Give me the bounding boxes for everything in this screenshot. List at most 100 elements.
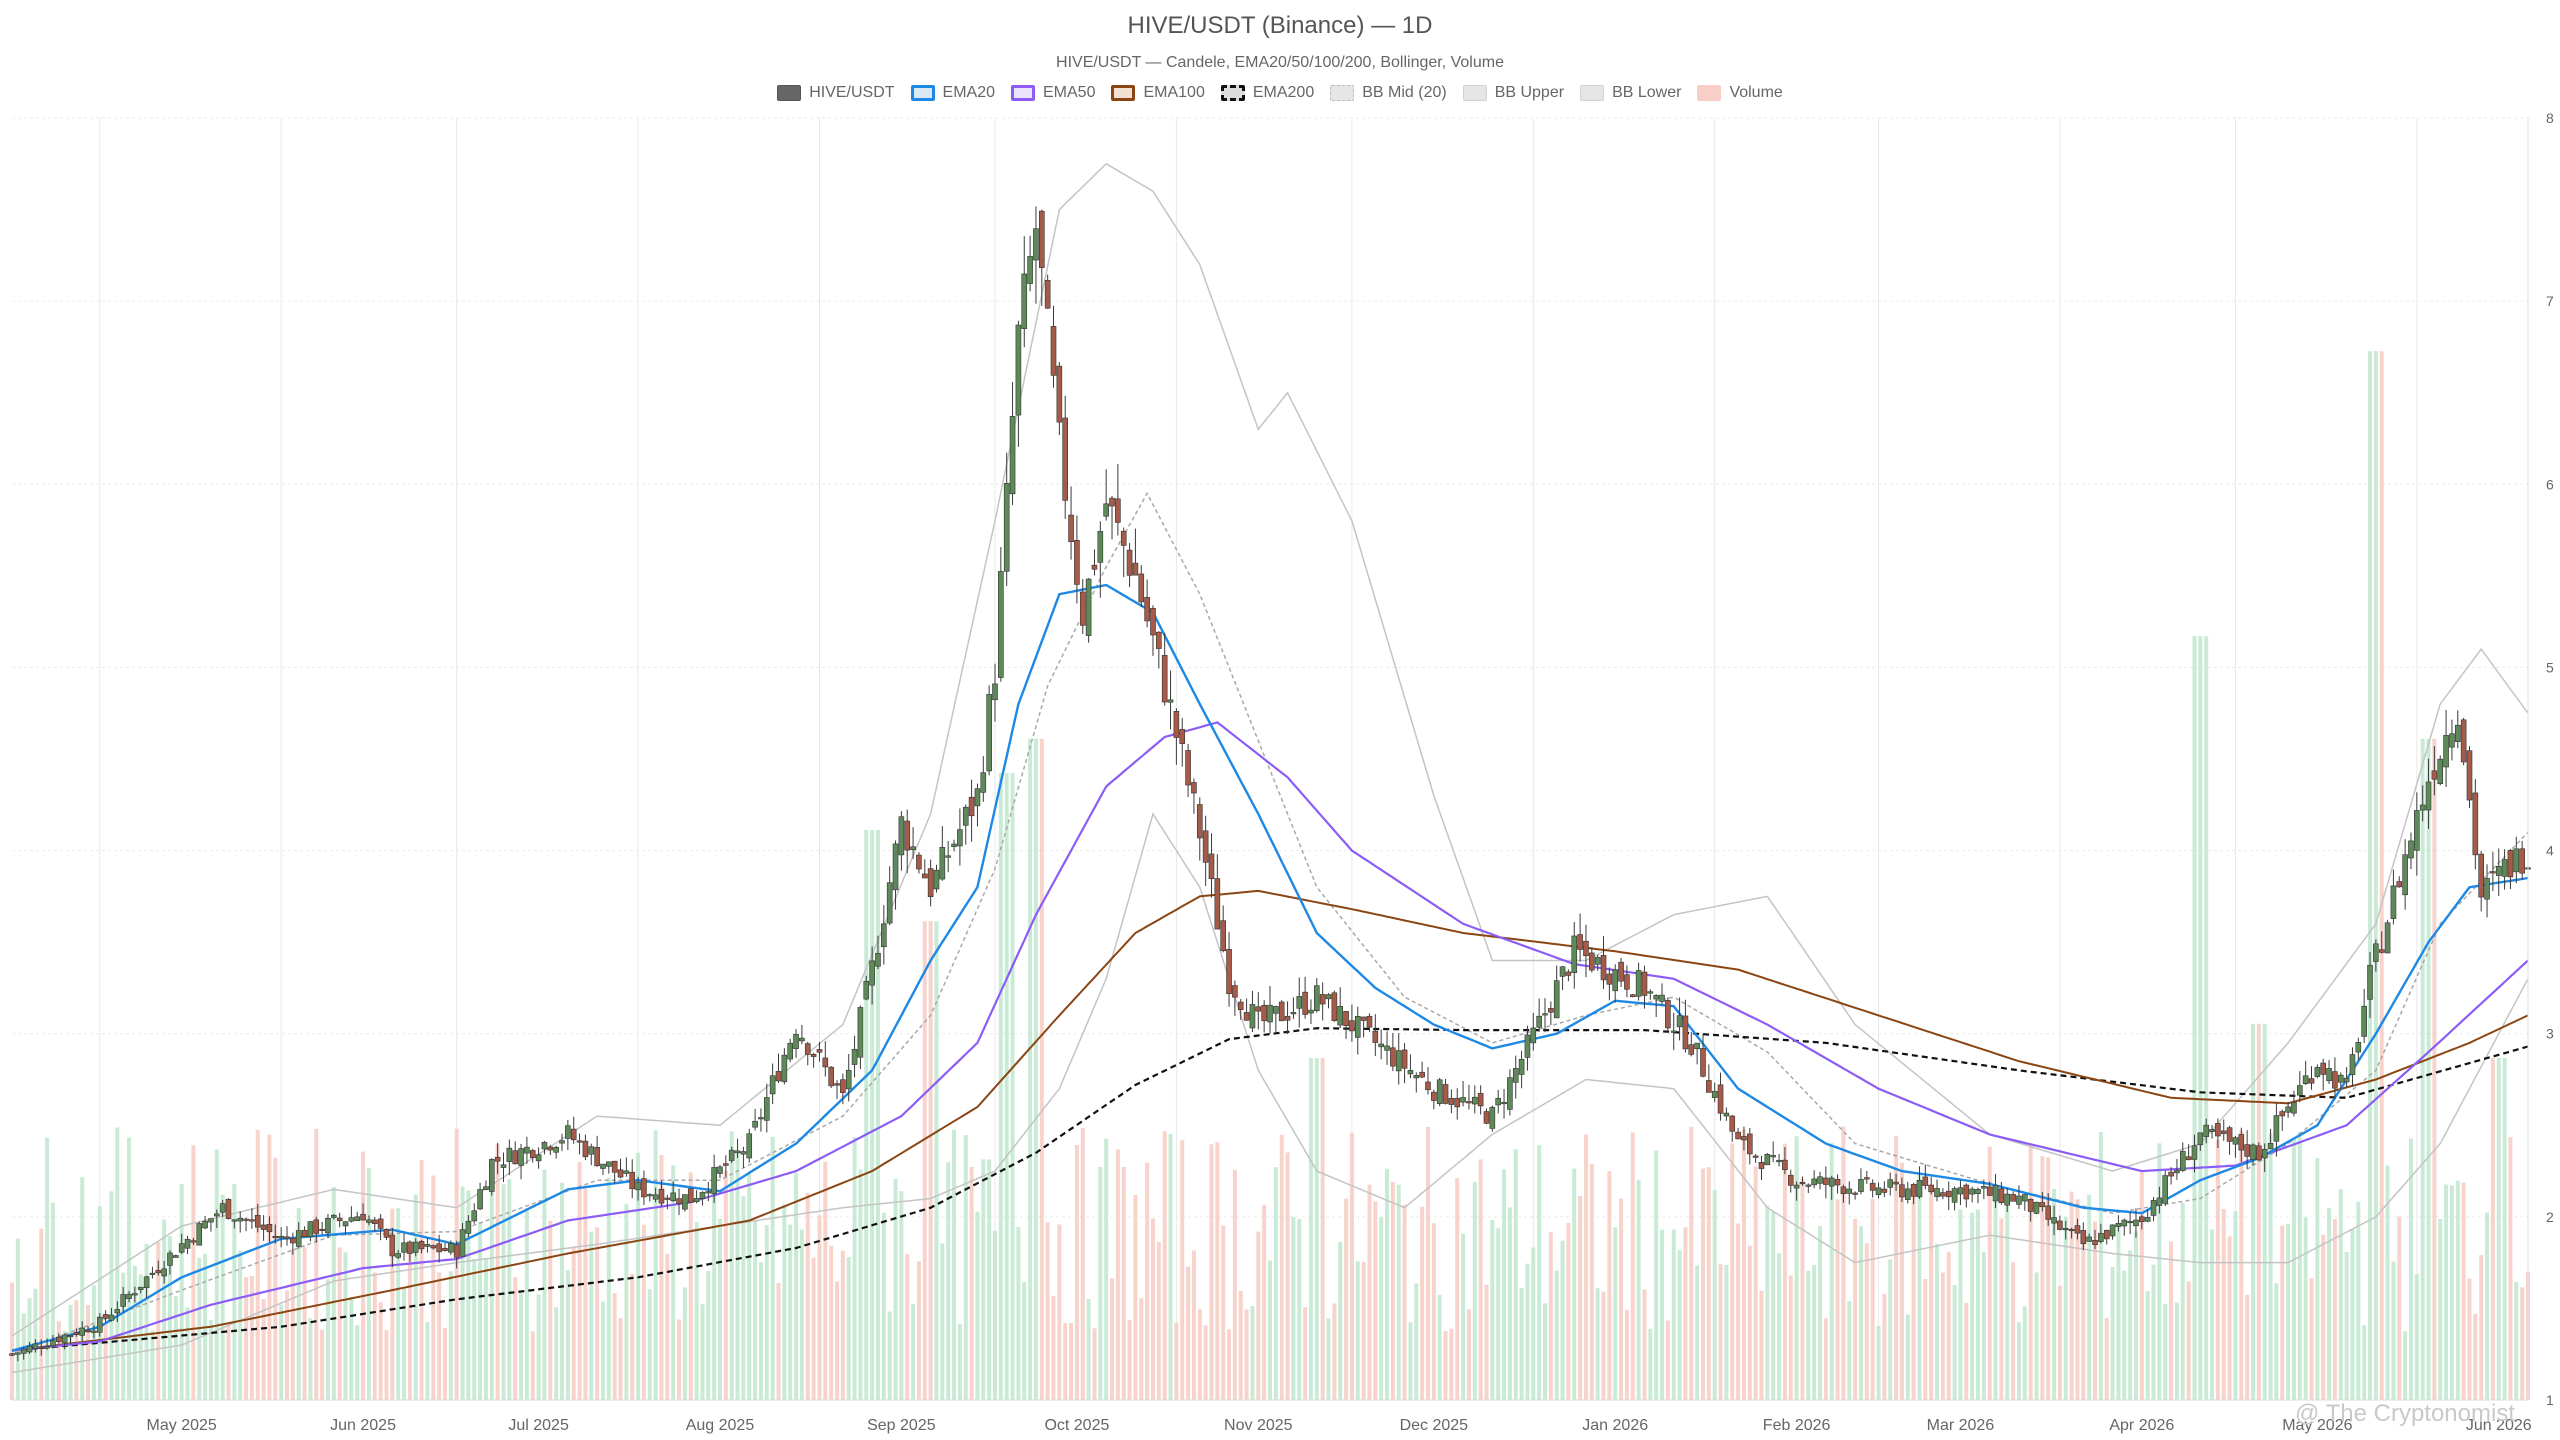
volume-bar [2157,1143,2162,1400]
volume-bar [279,1304,284,1400]
candle-body [851,1049,858,1065]
candle-body [2396,881,2403,888]
candle-body [1425,1081,1431,1091]
volume-bar [899,1191,904,1400]
volume-bar [1566,1223,1571,1400]
candle-body [85,1329,91,1333]
candle-body [1723,1112,1730,1117]
candle-body [395,1253,401,1258]
candle-body [957,829,963,847]
volume-bar [764,1225,769,1400]
candle-body [2273,1115,2280,1142]
volume-bar [1484,1284,1489,1400]
volume-bar [1940,1272,1945,1400]
volume-bar [431,1175,436,1400]
legend-label: BB Upper [1494,84,1565,101]
volume-bar [1232,1169,1237,1400]
candle-body [1963,1184,1970,1200]
volume-bar [2467,1278,2472,1400]
volume-bar [753,1220,758,1400]
legend-item[interactable]: BB Mid (20) [1330,84,1447,102]
volume-bar [1829,1143,1834,1400]
candle-body [1220,920,1226,952]
volume-bar [1396,1184,1401,1400]
volume-bar [1858,1226,1863,1400]
volume-bar [911,1303,916,1400]
candle-body [459,1229,466,1257]
candle-body [758,1117,764,1120]
volume-bar [671,1165,676,1400]
candle-body [407,1241,413,1254]
volume-bar [1777,1253,1782,1400]
volume-bar [109,1191,114,1400]
legend-item[interactable]: Volume [1697,84,1783,102]
volume-bar [127,1137,132,1400]
volume-bar [320,1329,325,1400]
candle-body [143,1276,150,1289]
candle-body [986,694,992,772]
candle-body [1442,1084,1449,1104]
volume-bar [1162,1131,1167,1400]
volume-bar [1033,738,1038,1400]
candle-body [980,772,987,793]
volume-bar [1502,1169,1507,1400]
legend-item[interactable]: EMA200 [1220,84,1314,102]
volume-bar [45,1137,50,1400]
volume-bar [1578,1195,1583,1400]
legend-item[interactable]: BB Upper [1462,84,1565,102]
candle-body [711,1167,717,1195]
candle-body [2086,1236,2092,1242]
candle-body [2045,1205,2052,1220]
candle-body [1302,991,1308,1015]
volume-bar [331,1187,336,1400]
volume-bar [2373,351,2378,1401]
volume-bar [62,1331,67,1400]
candle-body [2109,1224,2116,1237]
volume-bar [2174,1302,2179,1400]
candle-body [190,1240,197,1243]
volume-bar [706,1271,711,1400]
candle-body [869,960,875,986]
candle-body [1512,1068,1519,1083]
volume-bar [583,1188,588,1400]
candle-body [1062,417,1069,501]
volume-bar [2321,1234,2326,1400]
volume-bar [2455,1180,2460,1400]
candle-body [1466,1101,1472,1104]
candle-body [1641,971,1648,996]
candle-body [816,1049,823,1053]
candle-body [91,1330,97,1333]
volume-bar [50,1202,55,1400]
volume-bar [86,1305,91,1400]
candle-body [2414,810,2420,851]
legend-item[interactable]: EMA20 [910,84,995,102]
volume-bar [1086,1299,1091,1400]
volume-bar [1449,1328,1454,1400]
candle-body [448,1243,454,1253]
volume-bar [2063,1216,2068,1400]
volume-bar [1256,1231,1261,1400]
y-tick-label: 6 [2546,476,2554,492]
volume-bar [1917,1174,1922,1400]
candle-body [1746,1133,1753,1155]
volume-bar [162,1219,167,1400]
candle-body [196,1223,203,1246]
volume-bar [1174,1322,1179,1400]
legend-item[interactable]: BB Lower [1580,84,1681,102]
candle-body [2062,1228,2069,1231]
legend-item[interactable]: EMA50 [1011,84,1095,102]
candle-body [2367,964,2373,1000]
x-tick-label: Sep 2025 [867,1417,936,1434]
candle-body [342,1221,349,1227]
legend-item[interactable]: HIVE/USDT [777,84,895,102]
candle-body [1267,1004,1273,1023]
candle-body [453,1244,460,1258]
volume-bar [1069,1323,1074,1400]
legend-label: HIVE/USDT [809,84,895,101]
volume-bar [2133,1231,2138,1400]
volume-bar [2052,1188,2057,1400]
volume-bar [2291,1137,2296,1400]
volume-bar [2192,636,2197,1400]
volume-bar [1367,1184,1372,1400]
legend-item[interactable]: EMA100 [1111,84,1205,102]
